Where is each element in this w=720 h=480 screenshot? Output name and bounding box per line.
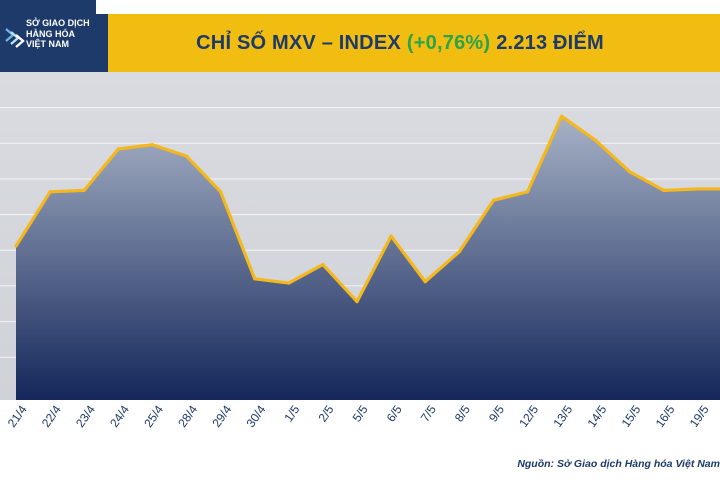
title-change: (+0,76%) bbox=[406, 31, 491, 54]
data-point-5-5 bbox=[355, 300, 359, 304]
x-tick-label: 6/5 bbox=[384, 402, 405, 424]
data-point-15-5 bbox=[628, 170, 632, 174]
x-tick-label: 15/5 bbox=[619, 402, 644, 429]
x-tick-label: 16/5 bbox=[653, 402, 678, 429]
series-line bbox=[14, 114, 720, 304]
data-point-1-5 bbox=[287, 281, 291, 285]
data-point-21-4 bbox=[14, 244, 18, 248]
x-tick-labels: 21/4 22/4 23/4 24/4 25/4 28/4 29/4 30/4 1/5 2/5 5/… bbox=[5, 402, 712, 429]
x-tick-label: 14/5 bbox=[584, 402, 609, 429]
x-tick-label: 30/4 bbox=[243, 402, 268, 429]
x-tick-label: 5/5 bbox=[350, 402, 371, 424]
x-tick-label: 21/4 bbox=[5, 402, 30, 429]
x-tick-label: 22/4 bbox=[39, 402, 64, 429]
data-point-6-5 bbox=[389, 234, 393, 238]
x-tick-label: 23/4 bbox=[73, 402, 98, 429]
logo-text: SỞ GIAO DỊCH HÀNG HÓA VIỆT NAM bbox=[26, 18, 90, 49]
data-point-7-5 bbox=[423, 280, 427, 284]
title-value: 2.213 ĐIỂM bbox=[496, 31, 604, 54]
x-tick-label: 24/4 bbox=[107, 402, 132, 429]
data-point-16-5 bbox=[662, 188, 666, 192]
line-series bbox=[14, 114, 720, 304]
data-point-23-4 bbox=[82, 188, 86, 192]
data-point-30-4 bbox=[253, 277, 257, 281]
area-fill bbox=[16, 116, 720, 401]
x-tick-label: 19/5 bbox=[687, 402, 712, 429]
x-tick-label: 1/5 bbox=[281, 402, 302, 424]
data-point-24-4 bbox=[116, 147, 120, 151]
logo: SỞ GIAO DỊCH HÀNG HÓA VIỆT NAM bbox=[0, 0, 108, 72]
stacked-chevron-icon bbox=[5, 28, 25, 48]
x-tick-label: 28/4 bbox=[175, 402, 200, 429]
data-point-19-5 bbox=[696, 187, 700, 191]
data-point-22-4 bbox=[48, 190, 52, 194]
x-tick-label: 13/5 bbox=[550, 402, 575, 429]
x-tick-label: 9/5 bbox=[486, 402, 507, 424]
data-point-25-4 bbox=[150, 143, 154, 147]
title-prefix: CHỈ SỐ MXV – INDEX bbox=[196, 31, 401, 54]
data-point-8-5 bbox=[457, 250, 461, 254]
x-tick-label: 8/5 bbox=[452, 402, 473, 424]
data-point-29-4 bbox=[219, 190, 223, 194]
data-point-13-5 bbox=[560, 114, 564, 118]
x-tick-label: 2/5 bbox=[316, 402, 337, 424]
data-point-2-5 bbox=[321, 262, 325, 267]
logo-corner-tab bbox=[96, 0, 114, 14]
title-banner bbox=[0, 14, 720, 72]
area-series bbox=[16, 116, 720, 401]
x-tick-label: 25/4 bbox=[141, 402, 166, 429]
source-note: Nguồn: Sở Giao dịch Hàng hóa Việt Nam bbox=[517, 458, 720, 470]
x-tick-label: 12/5 bbox=[516, 402, 541, 429]
data-point-12-5 bbox=[525, 190, 530, 194]
data-point-28-4 bbox=[184, 154, 189, 158]
chart-title: CHỈ SỐ MXV – INDEX (+0,76%) 2.213 ĐIỂM bbox=[110, 14, 690, 72]
x-tick-label: 7/5 bbox=[418, 402, 439, 424]
x-tick-label: 29/4 bbox=[209, 402, 234, 429]
data-point-9-5 bbox=[491, 198, 495, 202]
data-point-14-5 bbox=[594, 138, 598, 143]
